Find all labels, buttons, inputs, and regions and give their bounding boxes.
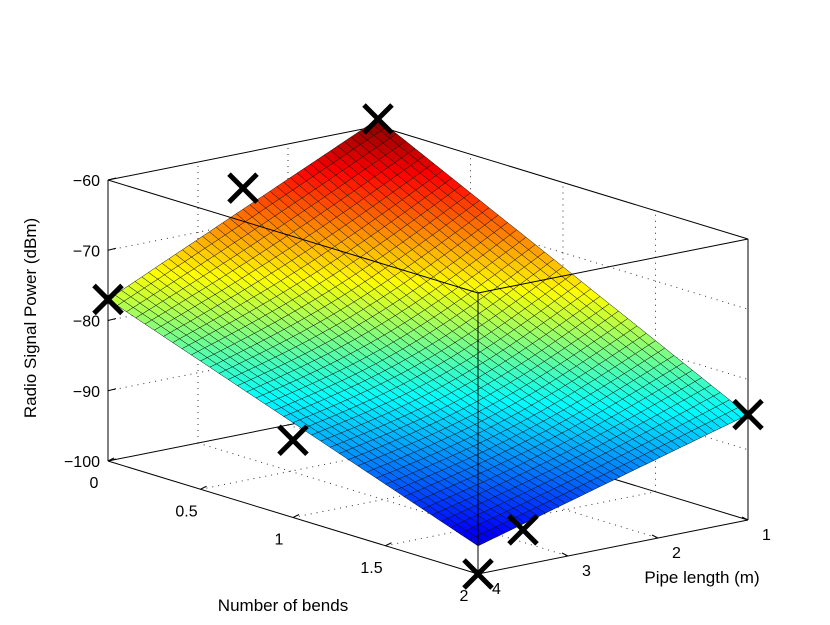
x-tick-label: 2: [460, 588, 469, 605]
axis-ticks: −60 −70 −80 −90 −100 0 0.5 1 1.5 2 1 2 3 4: [64, 173, 771, 605]
y-tick-mark: [741, 516, 749, 521]
x-tick-mark: [477, 570, 485, 575]
z-tick-mark: [107, 247, 117, 251]
x-marker: [732, 398, 764, 431]
x-marker-stroke: [92, 283, 124, 316]
z-tick-label: −70: [73, 243, 100, 260]
right-floor-edge: [477, 519, 749, 575]
right-top-edge: [477, 238, 749, 294]
y-tick-mark: [561, 552, 569, 557]
x-tick-label: 1.5: [360, 560, 382, 577]
y-axis-label: Pipe length (m): [644, 568, 759, 587]
z-axis-label: Radio Signal Power (dBm): [21, 218, 40, 418]
x-tick-label: 1: [275, 532, 284, 549]
z-tick-mark: [107, 388, 117, 392]
x-marker: [507, 514, 539, 546]
x-tick-label: 0: [90, 475, 99, 492]
axes-box-front: [107, 179, 749, 575]
x-tick-mark: [200, 485, 207, 490]
z-tick-label: −90: [73, 384, 100, 401]
x-marker-stroke: [277, 424, 309, 456]
x-marker-stroke: [507, 514, 539, 546]
x-marker-stroke: [732, 398, 764, 431]
z-tick-label: −100: [64, 454, 100, 471]
y-tick-mark: [651, 534, 659, 539]
z-tick-label: −60: [73, 173, 100, 190]
y-tick-label: 1: [762, 527, 771, 544]
y-tick-label: 3: [582, 563, 591, 580]
x-axis-label: Number of bends: [218, 596, 348, 615]
x-tick-mark: [292, 514, 300, 518]
x-marker-stroke: [227, 172, 259, 204]
x-marker: [277, 424, 309, 456]
x-marker-stroke: [362, 103, 394, 135]
z-tick-mark: [107, 177, 117, 181]
x-marker: [92, 283, 124, 316]
front-top-edge: [107, 179, 479, 294]
y-tick-mark: [471, 570, 479, 575]
y-tick-label: 4: [492, 581, 501, 598]
left-top-edge: [107, 125, 379, 181]
y-tick-label: 2: [672, 545, 681, 562]
x-marker: [362, 103, 394, 135]
surface-mesh: [107, 118, 749, 547]
x-tick-label: 0.5: [175, 503, 197, 520]
z-tick-mark: [107, 318, 117, 321]
x-marker: [227, 172, 259, 204]
x-tick-mark: [107, 457, 115, 462]
z-tick-label: −80: [73, 314, 100, 331]
x-tick-mark: [385, 542, 392, 547]
back-top-edge: [377, 125, 749, 240]
